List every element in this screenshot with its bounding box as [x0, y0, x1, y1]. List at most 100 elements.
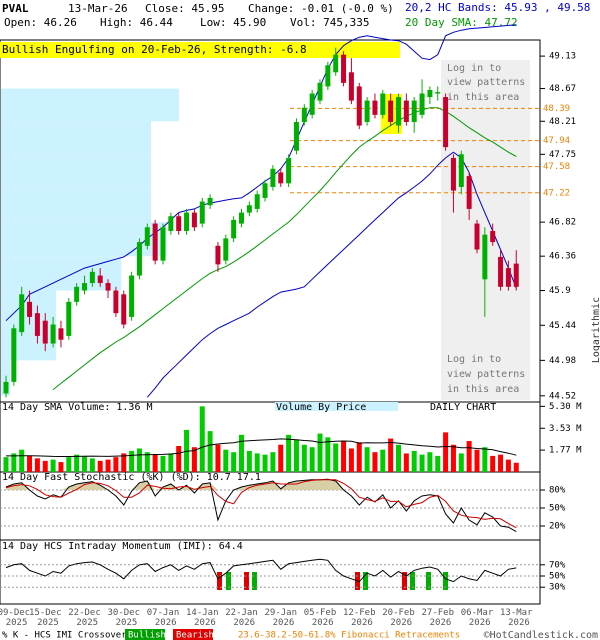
volume-bar [113, 457, 119, 472]
crossover-bullish [426, 572, 431, 590]
candle-body [317, 82, 323, 101]
annotation: Bullish Engulfing on 20-Feb-26, Strength… [2, 43, 307, 56]
volume-bar [372, 452, 378, 472]
volume-bar [262, 454, 268, 472]
volume-bar [505, 459, 511, 472]
legend-bullish-box [125, 629, 165, 640]
candle-body [74, 286, 80, 302]
volume-bar [348, 448, 354, 472]
volume-bar [121, 453, 127, 472]
legend-bearish-box [173, 629, 213, 640]
volume-bar [325, 437, 331, 472]
volume-bar [411, 450, 417, 472]
volume-bar [317, 433, 323, 472]
login-note: Log in to [447, 354, 501, 365]
candle-body [152, 223, 158, 261]
x-tick-label: 05-Feb 2026 [304, 608, 337, 628]
stochastic-title: 14 Day Fast Stochastic (%K) (%D): 10.7 1… [2, 472, 261, 483]
candle-body [176, 216, 182, 231]
volume-bar [388, 438, 394, 472]
x-tick-label: 20-Feb 2026 [382, 608, 415, 628]
y-tick-label: 5.30 M [549, 402, 582, 412]
volume-bar [74, 454, 80, 472]
login-note: Log in to [447, 63, 501, 74]
x-tick-label: 30-Dec 2025 [107, 608, 140, 628]
overlay-line [146, 151, 517, 398]
volume-bar [207, 431, 213, 472]
y-tick-label: 70% [549, 560, 566, 570]
axis-label: Logarithmic [591, 297, 600, 363]
candle-body [309, 93, 315, 115]
legend-fibonacci: 23.6-38.2-50-61.8% Fibonacci Retracement… [238, 631, 460, 640]
login-note: view patterns [447, 369, 525, 380]
candle-body [184, 212, 190, 231]
candle-body [396, 97, 401, 126]
volume-by-price-bar [1, 121, 151, 155]
imi-panel [0, 539, 541, 605]
candle-body [458, 154, 464, 187]
volume-bar [223, 449, 229, 472]
candle-body [356, 86, 362, 126]
volume-by-price-bar [1, 154, 151, 188]
candle-body [372, 100, 378, 115]
candle-body [207, 197, 213, 206]
volume-bar [239, 434, 244, 472]
crossover-bullish [363, 572, 368, 590]
volume: Vol: 745,335 [290, 16, 369, 29]
volume-bar [443, 432, 449, 472]
candle-body [19, 294, 25, 333]
fib-label: 47.94 [543, 136, 570, 146]
candle-body [254, 194, 260, 209]
candle-body [66, 301, 72, 336]
indicator-line [5, 478, 517, 533]
volume-bar [152, 454, 158, 472]
volume-bar [34, 458, 40, 472]
candle-body [443, 97, 449, 148]
candle-body [474, 223, 480, 250]
vbp-title: Volume By Price [276, 402, 366, 413]
candle-body [246, 205, 252, 213]
y-tick-label: 47.75 [549, 150, 576, 160]
volume-bar [396, 444, 401, 472]
symbol: PVAL [2, 2, 29, 15]
x-tick-label: 22-Jan 2026 [225, 608, 258, 628]
crossover-bearish [244, 572, 249, 590]
candle-body [427, 89, 433, 98]
volume-by-price-bar [1, 256, 122, 291]
candle-body [301, 107, 307, 122]
volume-bar [435, 455, 441, 472]
date: 13-Mar-26 [68, 2, 128, 15]
x-tick-label: 09-Dec 2025 [0, 608, 30, 628]
y-tick-label: 49.13 [549, 52, 576, 62]
y-tick-label: 50% [549, 572, 566, 582]
candle-body [97, 275, 103, 284]
candle-body [42, 320, 48, 344]
volume-bar [246, 450, 252, 472]
volume-by-price-bar [1, 325, 57, 361]
period: DAILY CHART [430, 402, 496, 413]
volume-bar [254, 453, 260, 472]
volume-bar [482, 447, 488, 472]
y-tick-label: 45.44 [549, 321, 576, 331]
volume-bar [301, 444, 307, 472]
x-tick-label: 14-Jan 2026 [186, 608, 219, 628]
y-tick-label: 30% [549, 583, 566, 593]
crossover-bullish [226, 572, 231, 590]
crossover-bearish [217, 572, 222, 590]
y-tick-label: 1.77 M [549, 446, 582, 456]
candle-body [419, 93, 425, 115]
candle-body [286, 157, 292, 184]
annotation-box [0, 42, 400, 58]
credit: ©HotCandlestick.com [484, 630, 598, 640]
y-tick-label: 46.36 [549, 252, 576, 262]
x-tick-label: 13-Mar 2026 [500, 608, 533, 628]
volume-bar [199, 406, 205, 472]
volume-bar [82, 455, 87, 472]
login-area [441, 60, 530, 400]
volume-bar [356, 442, 362, 472]
crossover-bearish [402, 572, 407, 590]
volume-bar [419, 454, 425, 472]
candle-body [348, 72, 354, 101]
candle-body [435, 92, 441, 94]
